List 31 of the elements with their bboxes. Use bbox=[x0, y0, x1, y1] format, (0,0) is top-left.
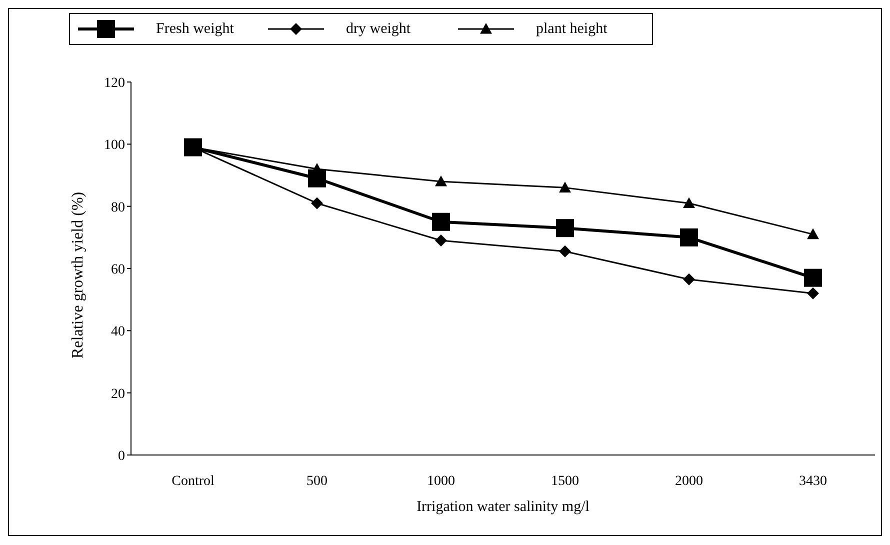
point bbox=[683, 197, 695, 208]
y-tick-label: 40 bbox=[111, 324, 125, 340]
point bbox=[559, 245, 571, 258]
y-tick-label: 80 bbox=[111, 200, 125, 216]
point bbox=[680, 228, 698, 246]
legend-label: plant height bbox=[536, 20, 608, 38]
x-axis-title: Irrigation water salinity mg/l bbox=[416, 499, 590, 515]
point bbox=[804, 268, 822, 287]
point bbox=[435, 175, 447, 186]
x-tick-label: 2000 bbox=[675, 474, 703, 489]
point bbox=[435, 234, 447, 247]
y-tick-label: 60 bbox=[111, 262, 125, 278]
x-tick-label: 500 bbox=[306, 474, 328, 489]
point bbox=[559, 182, 571, 192]
legend-label: Fresh weight bbox=[156, 20, 234, 38]
legend-label: dry weight bbox=[346, 20, 411, 38]
y-tick-label: 20 bbox=[111, 386, 125, 402]
point bbox=[683, 273, 695, 286]
x-tick-label: 1000 bbox=[427, 474, 455, 489]
y-tick-label: 0 bbox=[118, 448, 125, 464]
point bbox=[311, 197, 323, 210]
x-tick-label: 3430 bbox=[799, 474, 827, 489]
point bbox=[807, 228, 819, 240]
x-tick-label: Control bbox=[172, 474, 214, 489]
y-tick-label: 120 bbox=[104, 76, 125, 91]
point bbox=[556, 219, 574, 238]
point bbox=[432, 212, 450, 231]
x-tick-label: 1500 bbox=[551, 474, 579, 489]
point bbox=[807, 287, 819, 300]
y-axis-title: Relative growth yield (%) bbox=[70, 192, 87, 358]
y-tick-label: 100 bbox=[104, 138, 125, 154]
